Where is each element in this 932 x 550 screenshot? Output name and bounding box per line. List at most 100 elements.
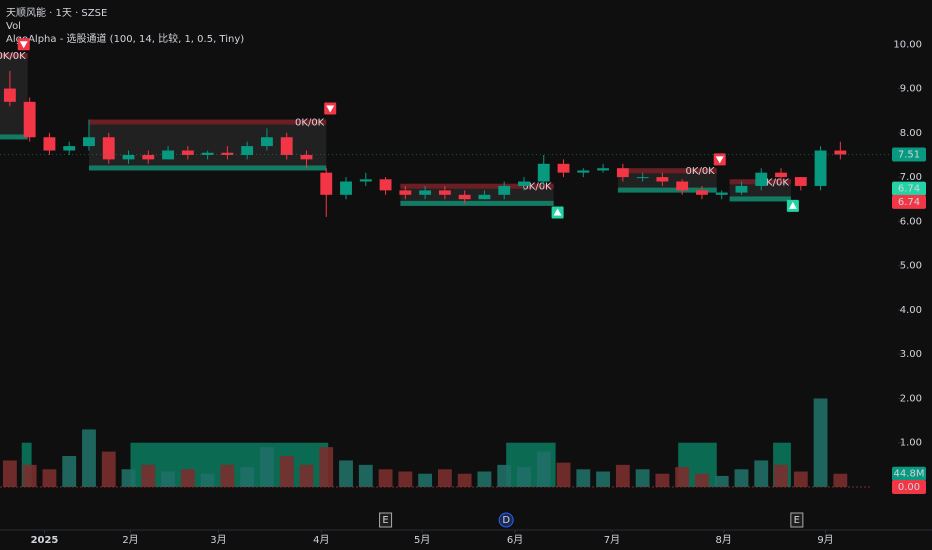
y-tick-label: 2.00	[900, 393, 922, 404]
volume-bar	[497, 464, 512, 487]
x-tick-label: 7月	[604, 534, 620, 546]
volume-bar	[793, 471, 808, 487]
candle-body	[616, 168, 629, 178]
candle-body	[458, 194, 471, 200]
volume-bar	[378, 469, 393, 487]
volume-bar	[42, 469, 57, 487]
volume-bar	[141, 464, 156, 487]
candle-body	[597, 168, 609, 171]
candle-body	[280, 137, 293, 155]
volume-bar	[121, 469, 136, 487]
volume-bar	[833, 473, 848, 487]
volume-bar	[398, 471, 413, 487]
volume-bar	[418, 473, 433, 487]
volume-bar	[813, 398, 828, 487]
candle-body	[300, 154, 313, 160]
candle-body	[775, 172, 787, 178]
candle-body	[122, 154, 135, 160]
price-label: 44.8M	[894, 469, 925, 480]
channel-label: 0K/0K	[522, 182, 552, 193]
volume-bar	[220, 464, 235, 487]
candle-body	[696, 190, 708, 195]
volume-bar	[774, 464, 788, 487]
signal-arrow	[19, 41, 28, 49]
candle-body	[181, 150, 194, 155]
candle-body	[676, 181, 689, 191]
price-label-bg	[892, 480, 926, 494]
candle-body	[498, 185, 511, 195]
y-tick-label: 4.00	[900, 305, 922, 316]
volume-bar	[180, 469, 195, 487]
channel-label: 0K/0K	[295, 118, 325, 129]
volume-title: Vol	[6, 21, 21, 32]
channel-label: 0K/0K	[0, 51, 26, 62]
candle-body	[3, 88, 16, 102]
volume-bar	[82, 429, 96, 487]
candle-body	[636, 177, 649, 179]
candle-body	[438, 190, 451, 195]
volume-bar	[299, 464, 314, 487]
volume-bar	[734, 469, 749, 487]
price-label: 0.00	[898, 482, 920, 493]
candle-body	[83, 137, 95, 147]
candle-body	[814, 150, 827, 186]
volume-bar	[22, 464, 37, 487]
channel-top	[88, 119, 327, 125]
candle-body	[63, 146, 76, 151]
volume-bar	[200, 473, 215, 487]
candle-body	[478, 194, 491, 200]
volume-bar	[62, 456, 77, 487]
y-tick-label: 10.00	[893, 39, 922, 50]
event-label: E	[794, 515, 800, 526]
channel-label: 0K/0K	[760, 177, 790, 188]
candle-body	[794, 177, 807, 186]
candle-body	[142, 154, 155, 160]
candle-body	[340, 181, 352, 195]
y-tick-label: 9.00	[900, 84, 922, 95]
volume-bar	[675, 467, 690, 487]
volume-bar	[556, 462, 571, 487]
event-label: E	[382, 515, 388, 526]
x-tick-label: 6月	[507, 534, 523, 546]
candle-body	[261, 137, 273, 147]
candle-body	[419, 190, 432, 195]
candle-body	[557, 163, 570, 173]
price-label: 6.74	[898, 197, 920, 208]
x-tick-label: 8月	[715, 534, 731, 546]
volume-bar	[655, 473, 670, 487]
candle-body	[102, 137, 115, 160]
candle-body	[656, 177, 669, 182]
symbol: 天顺风能 · 1天 · SZSE	[6, 6, 107, 19]
event-icon	[498, 512, 514, 528]
candle-body	[518, 181, 530, 186]
x-tick-label: 2025	[31, 535, 59, 546]
candle-body	[379, 179, 392, 191]
channel-label: 0K/0K	[686, 166, 716, 177]
candle-body	[221, 152, 234, 155]
signal-arrow	[715, 156, 724, 164]
price-label: 6.74	[898, 184, 920, 195]
y-tick-label: 1.00	[900, 438, 922, 449]
price-label: 7.51	[898, 150, 920, 161]
candle-body	[399, 190, 412, 195]
volume-bar	[596, 471, 610, 487]
volume-bar	[2, 460, 17, 487]
candle-body	[834, 150, 847, 155]
volume-bar	[358, 464, 373, 487]
candle-body	[735, 185, 748, 193]
event-icon	[790, 512, 804, 528]
volume-bar	[536, 451, 551, 487]
event-icon	[379, 512, 393, 528]
volume-bar	[517, 467, 531, 487]
candle-body	[755, 172, 768, 186]
candle-body	[43, 137, 56, 151]
volume-bar	[339, 460, 353, 487]
x-tick-label: 4月	[313, 534, 329, 546]
signal-arrow	[788, 201, 797, 209]
channel-bottom	[0, 134, 28, 140]
candle-body	[201, 152, 214, 155]
candle-body	[23, 101, 36, 138]
candle-body	[577, 170, 590, 173]
price-label-bg	[892, 181, 926, 196]
